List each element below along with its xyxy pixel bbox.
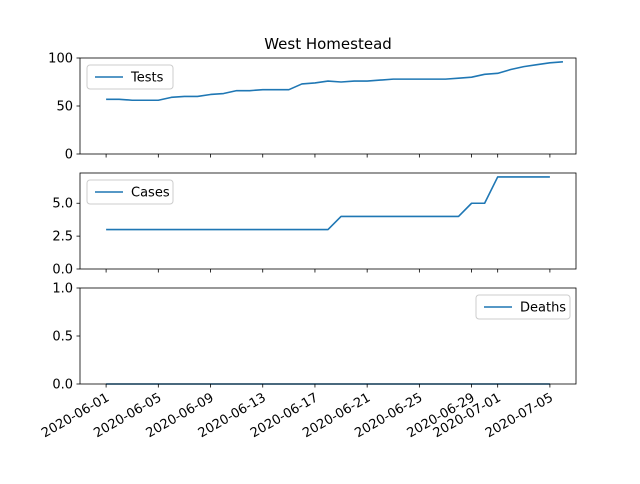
y-tick-label-cases: 2.5 (52, 230, 73, 245)
legend-deaths: Deaths (475, 294, 571, 320)
legend-cases: Cases (86, 179, 174, 205)
legend-label-cases: Cases (131, 186, 170, 201)
panel-deaths: 0.0 0.5 1.0 Deaths (52, 282, 577, 393)
series-line-tests (106, 61, 564, 102)
y-tick-label-cases: 0.0 (52, 263, 73, 278)
chart-title: West Homestead (264, 35, 392, 53)
panel-tests: 0 50 100 Tests (48, 52, 577, 163)
legend-label-tests: Tests (130, 71, 164, 86)
legend-box-tests (86, 64, 174, 90)
y-tick-label-tests: 0 (65, 148, 73, 163)
axes-frame-cases (79, 172, 577, 270)
legend-box-cases (86, 179, 174, 205)
y-tick-label-deaths: 0.5 (52, 330, 73, 345)
legend-box-deaths (475, 294, 571, 320)
legend-label-deaths: Deaths (520, 301, 566, 316)
panel-cases: 0.0 2.5 5.0 Cases (52, 172, 577, 278)
series-line-cases (106, 176, 550, 231)
x-axis: 2020-06-012020-06-052020-06-092020-06-13… (39, 390, 556, 441)
legend-tests: Tests (86, 64, 174, 90)
y-tick-label-deaths: 1.0 (52, 282, 73, 297)
y-tick-label-cases: 5.0 (52, 197, 73, 212)
y-tick-label-tests: 50 (56, 100, 73, 115)
y-tick-label-deaths: 0.0 (52, 378, 73, 393)
y-tick-label-tests: 100 (48, 52, 73, 67)
